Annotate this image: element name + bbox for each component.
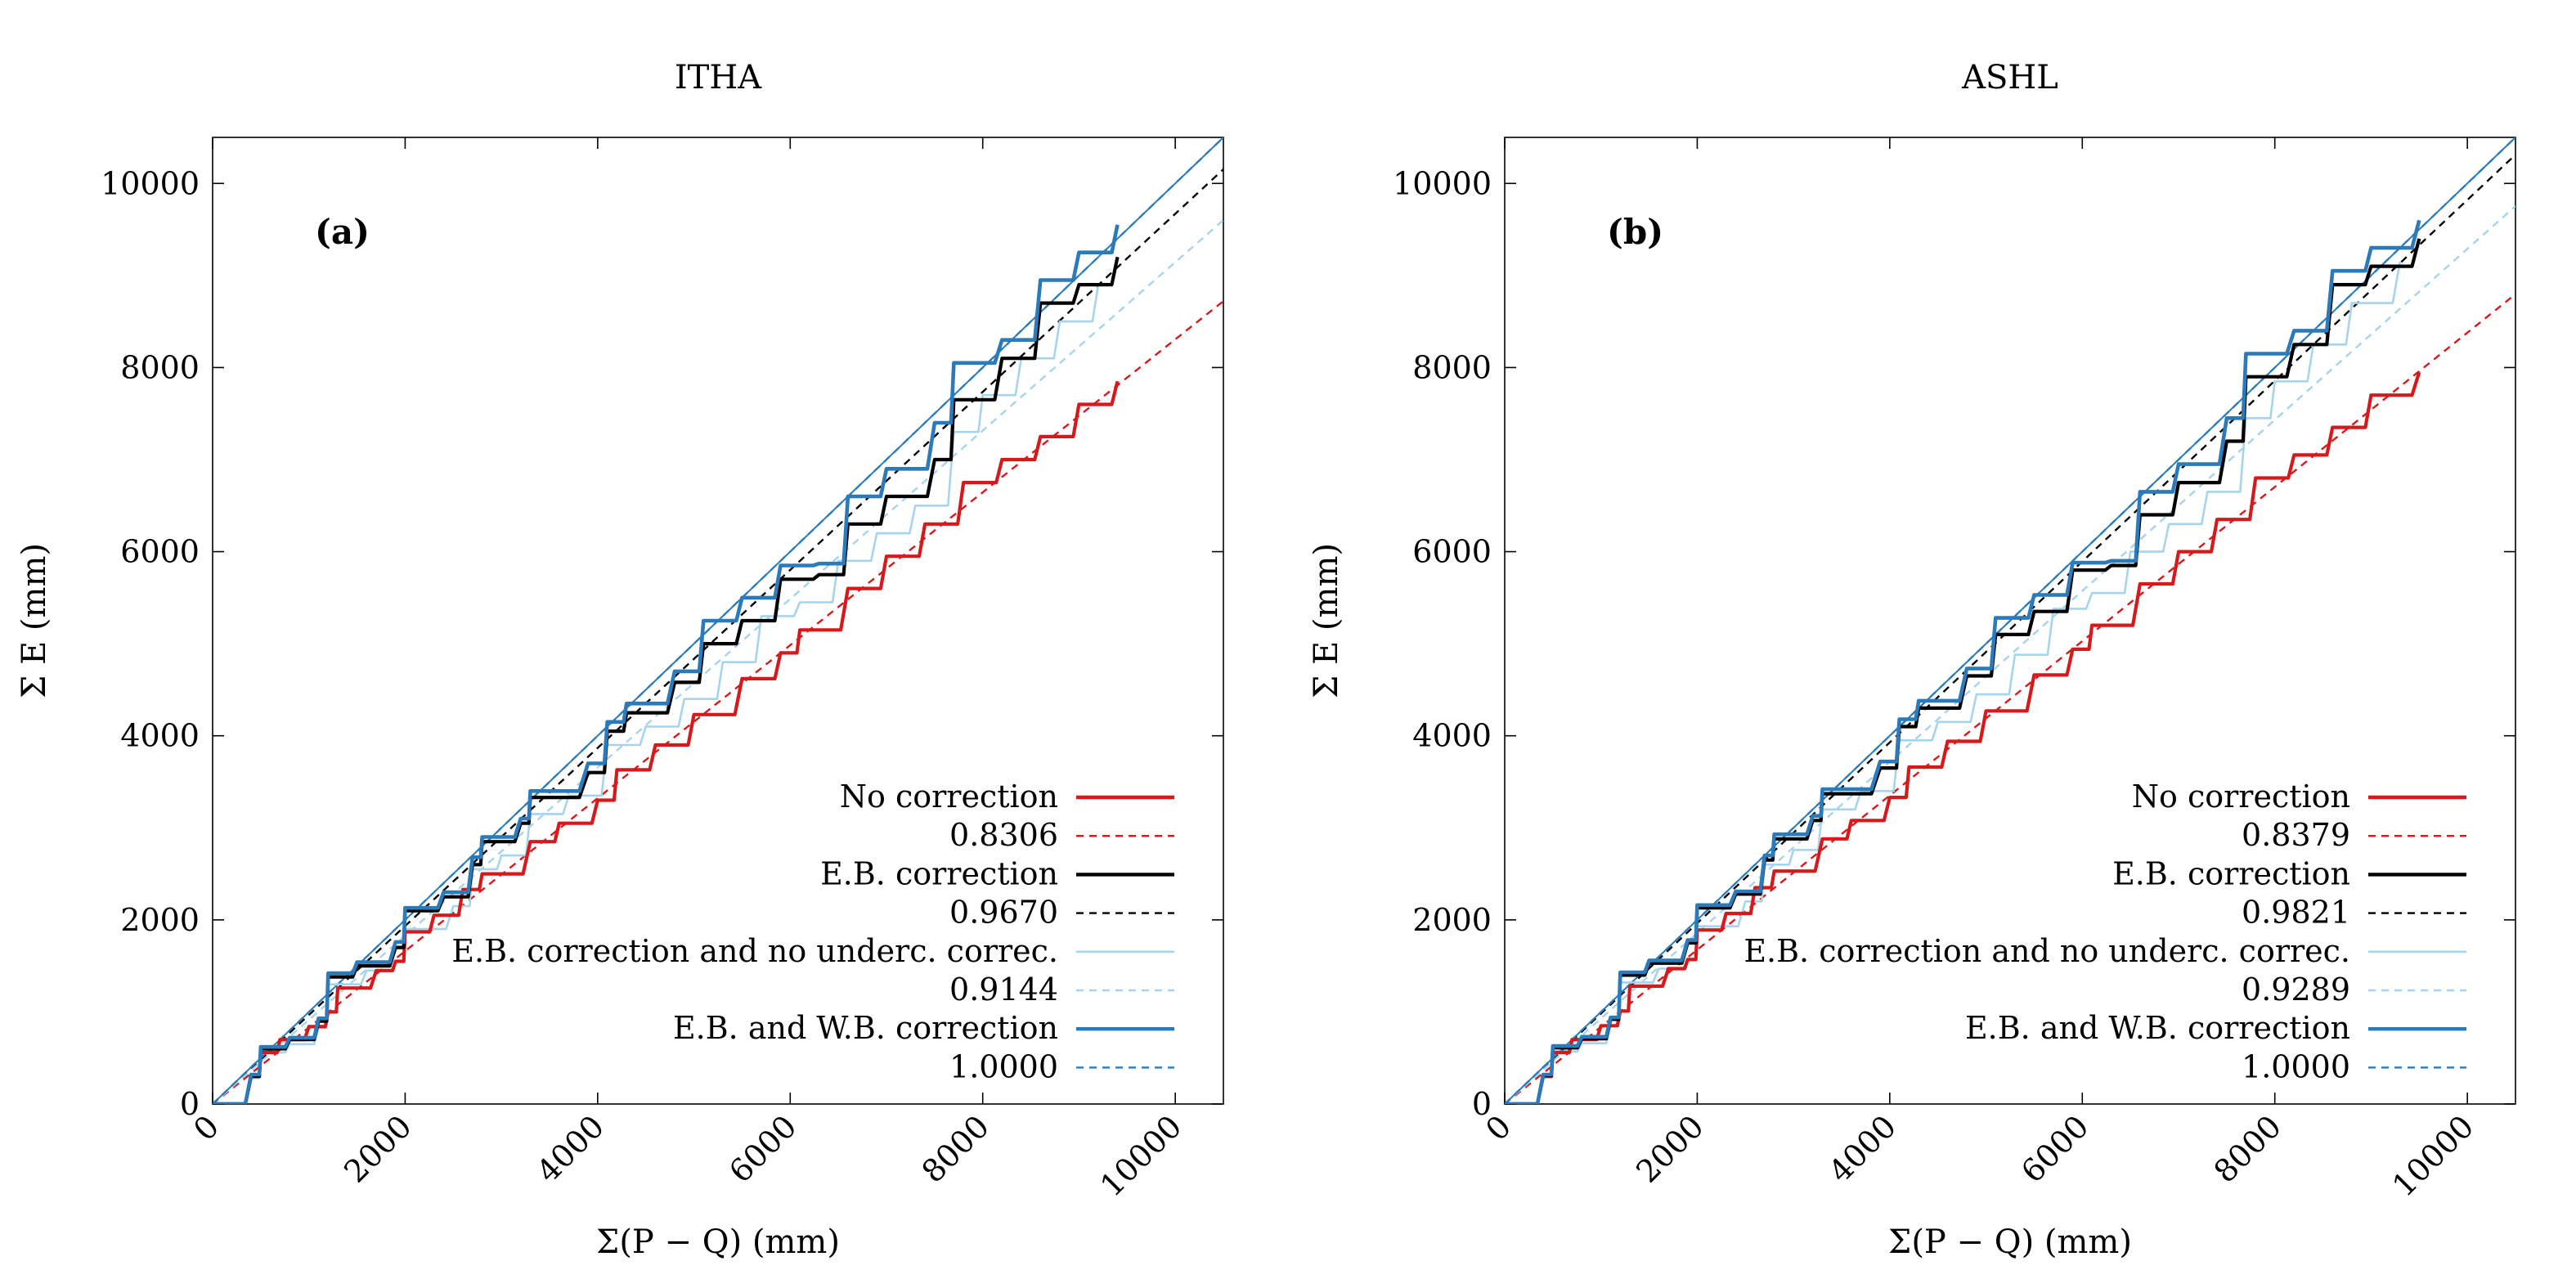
x-axis-label: Σ(P − Q) (mm): [596, 1223, 840, 1261]
fit-line: [213, 168, 1223, 1104]
series-line: [213, 224, 1120, 1104]
chart-title: ASHL: [1961, 59, 2058, 96]
panel-label: (b): [1607, 212, 1663, 252]
legend-label: 0.9821: [2242, 895, 2350, 931]
plot-frame: [1504, 137, 2516, 1105]
series-line: [213, 284, 1100, 1104]
y-tick-label: 2000: [1412, 902, 1492, 938]
y-tick-label: 4000: [120, 718, 200, 754]
legend-label: E.B. correction and no underc. correc.: [451, 933, 1058, 969]
plot-area: [1505, 137, 2515, 1104]
legend-label: 0.8306: [949, 817, 1058, 853]
plot-area: [213, 137, 1223, 1104]
chart-title: ITHA: [675, 59, 762, 96]
legend-label: E.B. correction and no underc. correc.: [1744, 933, 2350, 969]
panel-label: (a): [315, 212, 370, 252]
fit-line: [1505, 154, 2515, 1104]
y-tick-label: 8000: [1412, 349, 1492, 385]
x-axis-label: Σ(P − Q) (mm): [1888, 1223, 2132, 1261]
y-tick-label: 8000: [120, 349, 200, 385]
y-tick-label: 0: [180, 1086, 200, 1122]
y-tick-label: 10000: [1393, 165, 1492, 201]
legend-label: 0.8379: [2242, 817, 2350, 853]
fit-line: [1505, 205, 2515, 1104]
y-tick-label: 0: [1472, 1086, 1492, 1122]
legend-label: E.B. and W.B. correction: [673, 1010, 1058, 1046]
legend-label: E.B. and W.B. correction: [1965, 1010, 2350, 1046]
legend-label: 0.9670: [949, 895, 1058, 931]
legend-label: No correction: [840, 779, 1058, 815]
y-tick-label: 4000: [1412, 718, 1492, 754]
y-axis-label: Σ E (mm): [1308, 543, 1345, 698]
y-tick-label: 2000: [120, 902, 200, 938]
y-tick-label: 10000: [101, 165, 200, 201]
legend-label: No correction: [2132, 779, 2350, 815]
y-axis-label: Σ E (mm): [16, 543, 53, 698]
series-line: [1505, 219, 2421, 1104]
fit-line: [213, 219, 1223, 1104]
legend-label: 0.9289: [2242, 972, 2350, 1008]
y-tick-label: 6000: [1412, 534, 1492, 570]
plot-frame: [212, 137, 1224, 1105]
legend-label: 0.9144: [949, 972, 1058, 1008]
legend-label: E.B. correction: [2112, 855, 2350, 891]
y-tick-label: 6000: [120, 534, 200, 570]
legend-label: 1.0000: [2242, 1048, 2350, 1084]
fit-line: [1505, 137, 2515, 1104]
legend-label: 1.0000: [949, 1048, 1058, 1084]
legend-label: E.B. correction: [820, 855, 1058, 891]
